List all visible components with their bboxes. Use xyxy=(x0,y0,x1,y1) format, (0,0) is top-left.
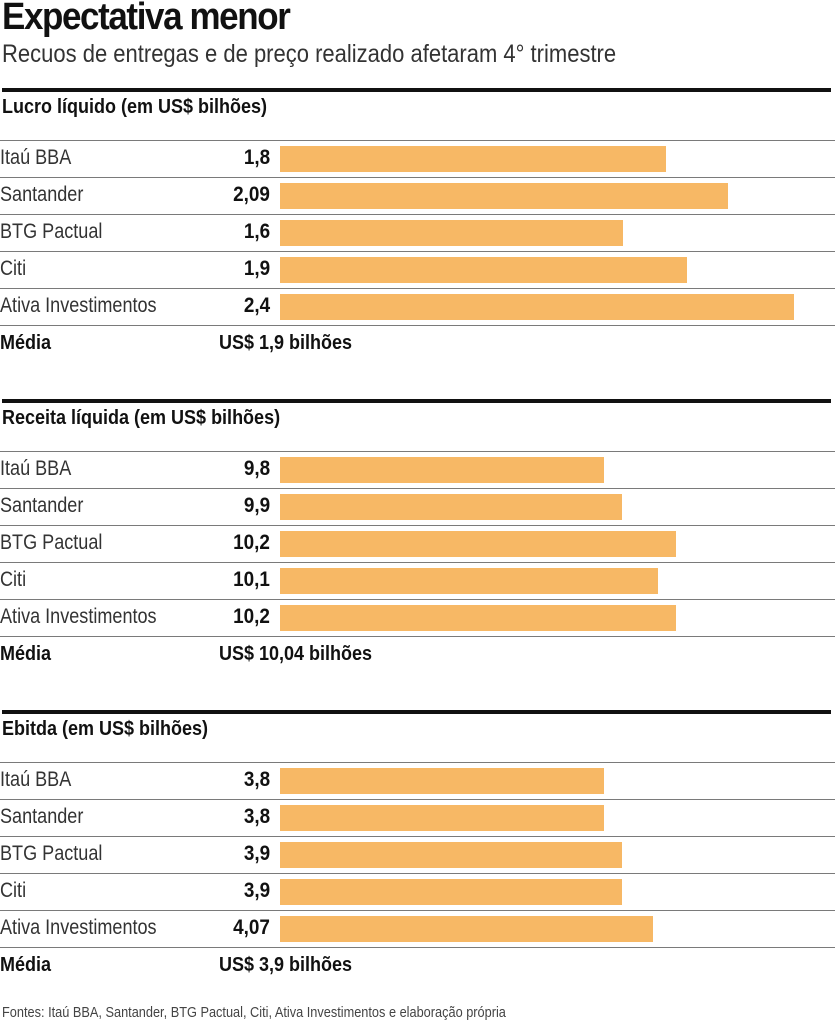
section-divider xyxy=(2,710,831,714)
bar xyxy=(280,257,688,283)
bar-row: Citi 1,9 xyxy=(0,251,835,288)
value-label: 1,8 xyxy=(243,146,270,169)
category-label: Citi xyxy=(0,879,27,902)
row-separator xyxy=(0,947,835,948)
value-label: 4,07 xyxy=(233,916,270,939)
bar xyxy=(280,183,728,209)
bar xyxy=(280,842,623,868)
row-separator xyxy=(0,636,835,637)
page-subtitle: Recuos de entregas e de preço realizado … xyxy=(2,40,617,68)
bar xyxy=(280,531,677,557)
row-separator xyxy=(0,325,835,326)
bar-row: Santander 9,9 xyxy=(0,488,835,525)
average-value: US$ 10,04 bilhões xyxy=(219,643,373,665)
bar-row: Itaú BBA 9,8 xyxy=(0,451,835,488)
average-row: Média US$ 3,9 bilhões xyxy=(0,954,835,984)
category-label: Citi xyxy=(0,568,27,591)
category-label: Itaú BBA xyxy=(0,768,72,791)
average-label: Média xyxy=(0,332,52,354)
category-label: Santander xyxy=(0,494,84,517)
category-label: Itaú BBA xyxy=(0,146,72,169)
bar xyxy=(280,220,623,246)
average-label: Média xyxy=(0,643,52,665)
bar xyxy=(280,916,653,942)
bar-row: BTG Pactual 10,2 xyxy=(0,525,835,562)
bar xyxy=(280,457,605,483)
source-note: Fontes: Itaú BBA, Santander, BTG Pactual… xyxy=(2,1004,506,1021)
value-label: 3,9 xyxy=(243,879,270,902)
average-row: Média US$ 10,04 bilhões xyxy=(0,643,835,673)
average-value: US$ 3,9 bilhões xyxy=(219,954,353,976)
bar-row: Santander 2,09 xyxy=(0,177,835,214)
bar xyxy=(280,605,677,631)
category-label: Santander xyxy=(0,805,84,828)
average-value: US$ 1,9 bilhões xyxy=(219,332,353,354)
value-label: 10,2 xyxy=(233,605,270,628)
category-label: Itaú BBA xyxy=(0,457,72,480)
category-label: BTG Pactual xyxy=(0,220,103,243)
value-label: 3,9 xyxy=(243,842,270,865)
bar-row: Ativa Investimentos 10,2 xyxy=(0,599,835,636)
bar xyxy=(280,805,605,831)
bar-row: Itaú BBA 1,8 xyxy=(0,140,835,177)
section-divider xyxy=(2,399,831,403)
bar xyxy=(280,879,623,905)
value-label: 2,4 xyxy=(243,294,270,317)
bar-row: BTG Pactual 1,6 xyxy=(0,214,835,251)
section-divider xyxy=(2,88,831,92)
category-label: Ativa Investimentos xyxy=(0,605,157,628)
page-title: Expectativa menor xyxy=(2,0,291,38)
category-label: Citi xyxy=(0,257,27,280)
bar-row: Citi 10,1 xyxy=(0,562,835,599)
bar-row: Itaú BBA 3,8 xyxy=(0,762,835,799)
bar-row: BTG Pactual 3,9 xyxy=(0,836,835,873)
bar-row: Santander 3,8 xyxy=(0,799,835,836)
average-label: Média xyxy=(0,954,52,976)
category-label: BTG Pactual xyxy=(0,531,103,554)
bar xyxy=(280,568,659,594)
bar-row: Ativa Investimentos 4,07 xyxy=(0,910,835,947)
category-label: Santander xyxy=(0,183,84,206)
bar-row: Citi 3,9 xyxy=(0,873,835,910)
chart-title: Lucro líquido (em US$ bilhões) xyxy=(2,96,268,118)
bar xyxy=(280,146,666,172)
bar-row: Ativa Investimentos 2,4 xyxy=(0,288,835,325)
average-row: Média US$ 1,9 bilhões xyxy=(0,332,835,362)
value-label: 1,6 xyxy=(243,220,270,243)
bar xyxy=(280,768,605,794)
chart-title: Ebitda (em US$ bilhões) xyxy=(2,718,209,740)
value-label: 3,8 xyxy=(243,768,270,791)
bar xyxy=(280,494,623,520)
bar xyxy=(280,294,795,320)
value-label: 3,8 xyxy=(243,805,270,828)
category-label: Ativa Investimentos xyxy=(0,294,157,317)
value-label: 9,8 xyxy=(243,457,270,480)
value-label: 2,09 xyxy=(233,183,270,206)
value-label: 9,9 xyxy=(243,494,270,517)
chart-title: Receita líquida (em US$ bilhões) xyxy=(2,407,281,429)
value-label: 10,1 xyxy=(233,568,270,591)
category-label: BTG Pactual xyxy=(0,842,103,865)
category-label: Ativa Investimentos xyxy=(0,916,157,939)
value-label: 10,2 xyxy=(233,531,270,554)
value-label: 1,9 xyxy=(243,257,270,280)
